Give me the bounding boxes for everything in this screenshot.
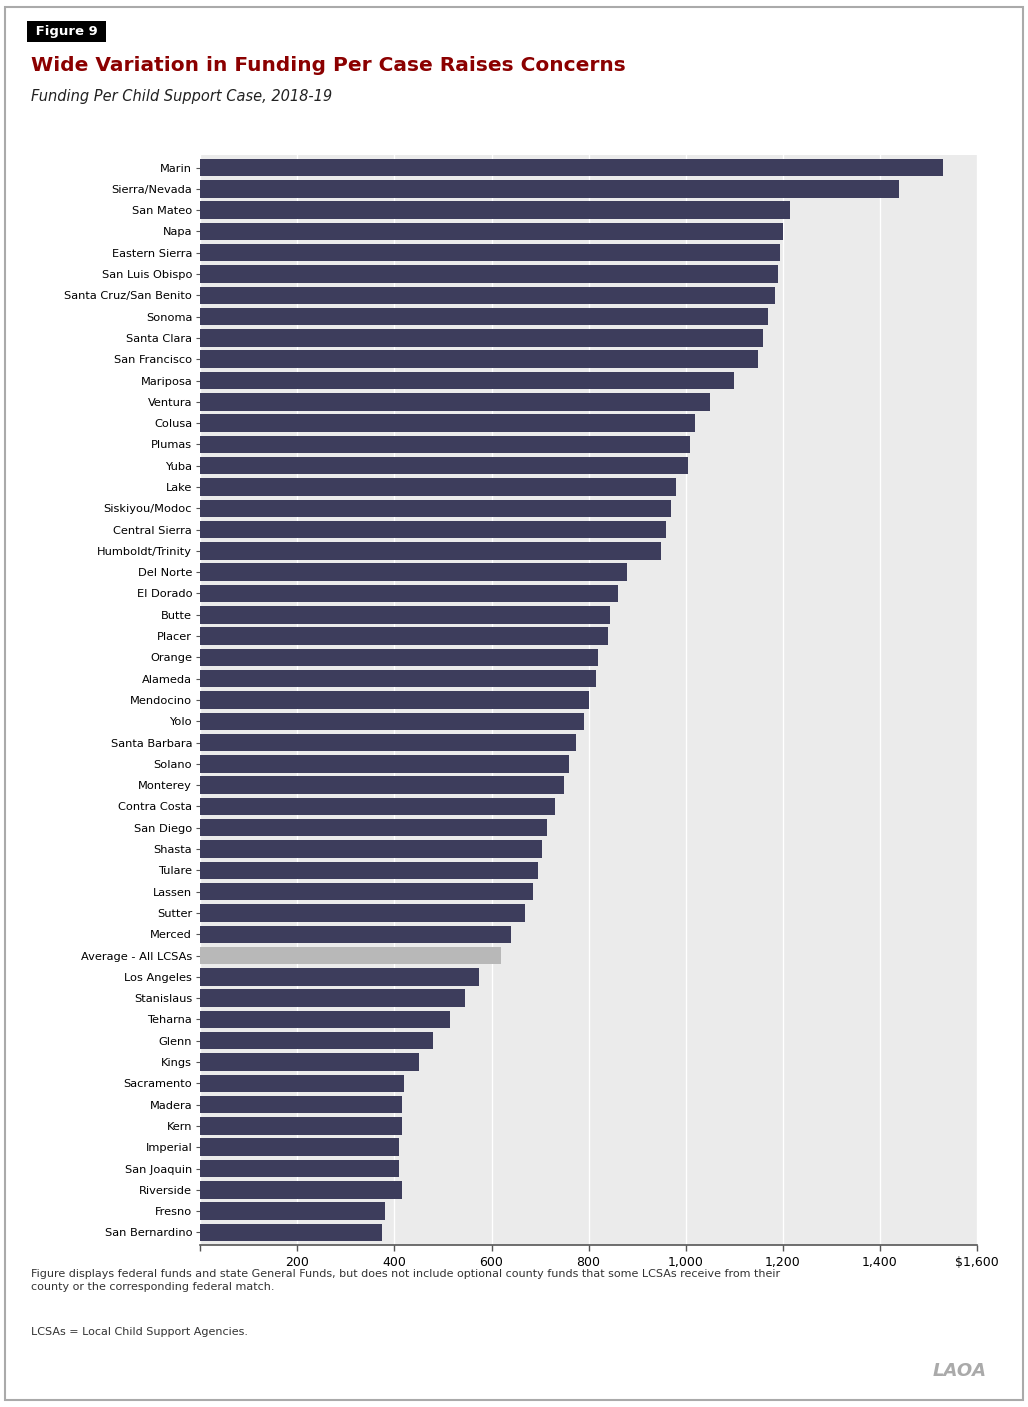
Bar: [200, 1159, 399, 1178]
Bar: [200, 180, 898, 197]
Bar: [200, 819, 547, 837]
Bar: [200, 884, 533, 900]
Text: LAOA: LAOA: [932, 1362, 987, 1380]
Text: Figure displays federal funds and state General Funds, but does not include opti: Figure displays federal funds and state …: [31, 1269, 780, 1292]
Bar: [200, 712, 584, 730]
Bar: [200, 159, 943, 176]
Bar: [200, 905, 525, 922]
Bar: [200, 499, 671, 516]
Bar: [200, 691, 588, 709]
Bar: [200, 350, 759, 369]
Bar: [200, 670, 596, 688]
Bar: [200, 521, 666, 539]
Bar: [200, 329, 763, 346]
Bar: [200, 989, 465, 1007]
Bar: [200, 798, 554, 815]
Bar: [200, 1054, 418, 1071]
Bar: [200, 968, 479, 985]
Bar: [200, 628, 608, 644]
Bar: [200, 649, 598, 666]
Bar: [200, 287, 775, 304]
Bar: [200, 415, 695, 432]
Bar: [200, 243, 780, 262]
Bar: [200, 926, 511, 943]
Bar: [200, 201, 790, 219]
Bar: [200, 1180, 402, 1199]
Bar: [200, 478, 675, 495]
Bar: [200, 1031, 434, 1050]
Bar: [200, 1138, 399, 1157]
Bar: [200, 308, 768, 325]
Bar: [200, 1224, 382, 1241]
Bar: [200, 840, 543, 858]
Bar: [200, 756, 570, 772]
Bar: [200, 457, 688, 474]
Text: Wide Variation in Funding Per Case Raises Concerns: Wide Variation in Funding Per Case Raise…: [31, 56, 626, 76]
Bar: [200, 436, 691, 453]
Bar: [200, 1117, 402, 1134]
Bar: [200, 734, 577, 751]
Text: Figure 9: Figure 9: [31, 25, 102, 38]
Bar: [200, 1096, 402, 1113]
Bar: [200, 266, 778, 283]
Bar: [200, 585, 618, 602]
Bar: [200, 1010, 450, 1029]
Bar: [200, 606, 611, 623]
Text: Funding Per Child Support Case, 2018-19: Funding Per Child Support Case, 2018-19: [31, 89, 332, 104]
Bar: [200, 1075, 404, 1092]
Bar: [200, 563, 627, 581]
Bar: [200, 393, 709, 411]
Bar: [200, 777, 564, 794]
Bar: [200, 542, 661, 560]
Text: LCSAs = Local Child Support Agencies.: LCSAs = Local Child Support Agencies.: [31, 1327, 248, 1337]
Bar: [200, 222, 782, 241]
Bar: [200, 1203, 384, 1220]
Bar: [200, 861, 538, 879]
Bar: [200, 947, 502, 964]
Bar: [200, 371, 734, 390]
